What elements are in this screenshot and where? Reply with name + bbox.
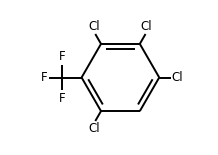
Text: F: F [58, 92, 65, 105]
Text: Cl: Cl [140, 20, 152, 33]
Text: Cl: Cl [89, 122, 100, 135]
Text: F: F [58, 50, 65, 63]
Text: Cl: Cl [172, 71, 184, 84]
Text: Cl: Cl [89, 20, 100, 33]
Text: F: F [41, 71, 48, 84]
